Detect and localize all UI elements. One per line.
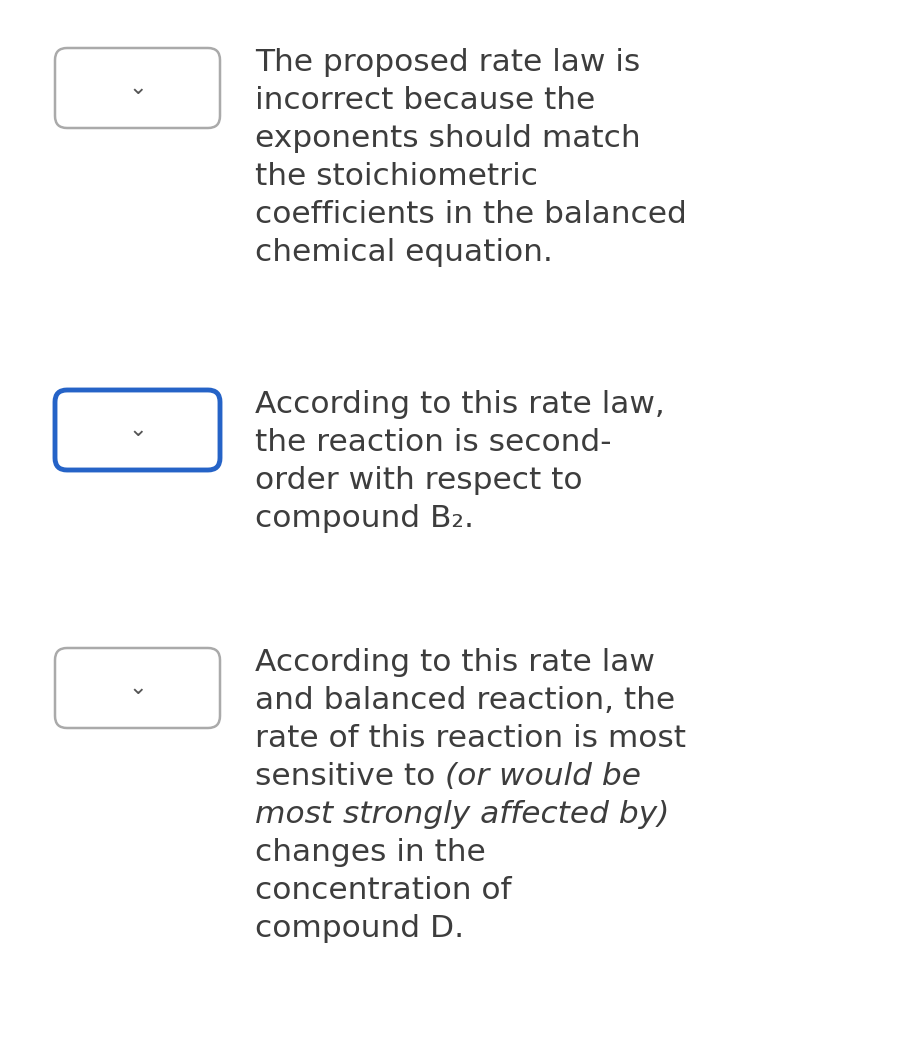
Text: According to this rate law: According to this rate law [255, 648, 655, 677]
Text: most strongly affected by): most strongly affected by) [255, 800, 670, 829]
FancyBboxPatch shape [55, 390, 220, 470]
Text: the reaction is second-: the reaction is second- [255, 428, 612, 457]
Text: order with respect to: order with respect to [255, 466, 582, 495]
FancyBboxPatch shape [55, 48, 220, 128]
Text: and balanced reaction, the: and balanced reaction, the [255, 686, 675, 715]
Text: The proposed rate law is: The proposed rate law is [255, 48, 640, 77]
Text: According to this rate law,: According to this rate law, [255, 390, 665, 419]
Text: the stoichiometric: the stoichiometric [255, 162, 538, 191]
Text: sensitive to: sensitive to [255, 762, 445, 791]
Text: ⌄: ⌄ [128, 677, 146, 697]
Text: concentration of: concentration of [255, 876, 511, 905]
Text: (or would be: (or would be [445, 762, 641, 791]
FancyBboxPatch shape [55, 648, 220, 728]
Text: incorrect because the: incorrect because the [255, 86, 595, 115]
Text: rate of this reaction is most: rate of this reaction is most [255, 724, 686, 753]
Text: ⌄: ⌄ [128, 78, 146, 98]
Text: compound D.: compound D. [255, 914, 464, 943]
Text: compound B₂.: compound B₂. [255, 504, 474, 533]
Text: ⌄: ⌄ [128, 420, 146, 440]
Text: changes in the: changes in the [255, 838, 485, 867]
Text: coefficients in the balanced: coefficients in the balanced [255, 200, 687, 229]
Text: chemical equation.: chemical equation. [255, 238, 553, 267]
Text: exponents should match: exponents should match [255, 124, 641, 153]
